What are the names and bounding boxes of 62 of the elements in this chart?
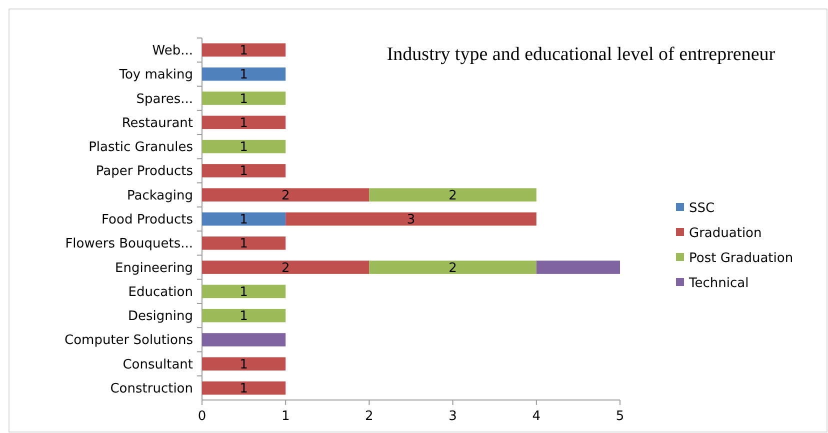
x-tick-label: 0: [198, 409, 206, 424]
data-label: 2: [448, 260, 457, 276]
data-label: 1: [240, 140, 248, 156]
bar: [202, 357, 286, 371]
bar: [202, 284, 286, 298]
bar: [202, 333, 286, 346]
y-tick-label: Spares...: [136, 92, 193, 107]
data-label: 1: [240, 357, 248, 372]
data-label: 2: [448, 188, 457, 204]
bar: [202, 260, 370, 274]
data-label: 2: [281, 260, 290, 276]
y-tick-label: Flowers Bouquets...: [65, 236, 193, 252]
chart-title: Industry type and educational level of entrepreneur: [386, 44, 776, 65]
y-tick-label: Restaurant: [122, 116, 193, 131]
bar: [202, 116, 286, 130]
data-label: 1: [240, 164, 248, 180]
data-label: 1: [240, 116, 248, 131]
data-label: 1: [240, 309, 248, 324]
data-label: 1: [240, 284, 248, 300]
data-label: 1: [240, 92, 248, 107]
legend-label: Graduation: [689, 226, 762, 241]
x-tick-label: 3: [448, 409, 457, 424]
y-tick-label: Packaging: [127, 188, 193, 204]
y-tick-label: Web...: [152, 43, 193, 58]
bar: [202, 164, 286, 178]
data-label: 2: [281, 188, 290, 204]
y-tick-label: Construction: [110, 382, 193, 397]
y-tick-label: Plastic Granules: [88, 140, 194, 156]
x-tick-label: 1: [281, 409, 290, 424]
x-tick-label: 4: [532, 409, 541, 424]
bar: [202, 67, 286, 81]
y-tick-label: Education: [128, 284, 193, 300]
bar: [202, 43, 286, 57]
bar: [369, 188, 536, 202]
y-tick-label: Designing: [128, 309, 193, 324]
y-tick-label: Toy making: [118, 68, 193, 83]
legend-label: Post Graduation: [689, 251, 794, 266]
legend-label: Technical: [688, 276, 749, 291]
bar: [202, 92, 286, 105]
bar: [202, 381, 286, 395]
data-label: 3: [406, 212, 416, 228]
bar: [202, 212, 286, 226]
data-label: 1: [240, 43, 248, 58]
y-tick-label: Computer Solutions: [64, 333, 194, 348]
y-tick-label: Engineering: [115, 260, 193, 276]
y-tick-label: Food Products: [102, 212, 194, 228]
y-tick-label: Paper Products: [96, 164, 194, 180]
data-label: 1: [240, 68, 248, 83]
data-label: 1: [240, 236, 248, 252]
x-tick-label: 2: [365, 409, 374, 424]
bar: [202, 188, 370, 202]
data-label: 1: [240, 212, 248, 228]
bar: [202, 140, 286, 154]
y-tick-label: Consultant: [122, 357, 193, 372]
bar: [369, 260, 536, 274]
bar: [202, 308, 286, 322]
bar: [286, 212, 536, 226]
data-label: 1: [240, 382, 248, 397]
bar: [536, 260, 620, 274]
legend-label: SSC: [689, 201, 715, 216]
bar: [202, 236, 286, 250]
x-tick-label: 5: [616, 409, 624, 424]
